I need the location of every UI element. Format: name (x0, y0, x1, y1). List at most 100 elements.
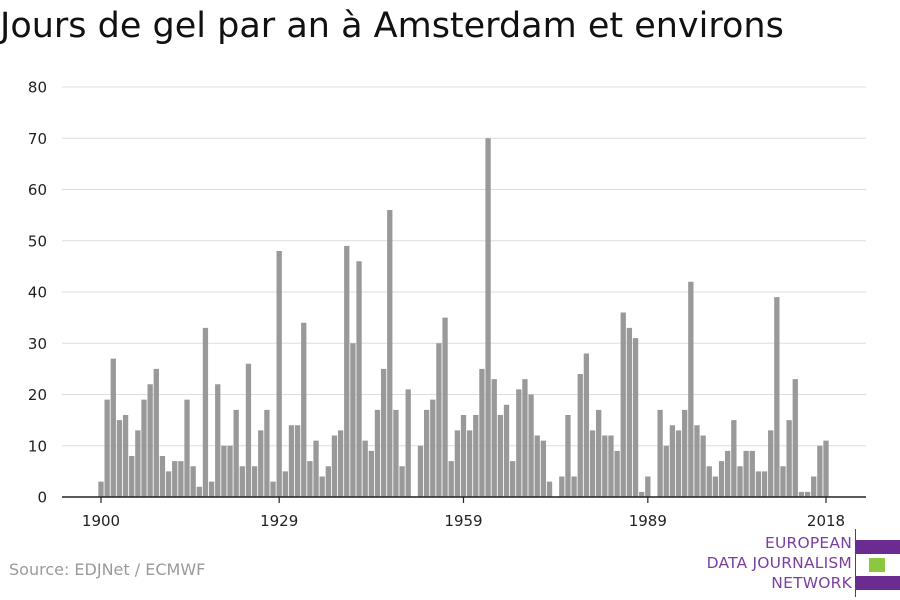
bar-1902 (110, 358, 116, 498)
bar-1903 (116, 420, 123, 498)
x-axis-tick-labels: 1900 1929 1959 1989 2018 (82, 512, 845, 530)
bar-1912 (172, 461, 178, 498)
y-tick-label: 70 (28, 130, 47, 148)
bar-1937 (325, 466, 331, 497)
bar-1975 (559, 476, 565, 497)
bar-1954 (430, 399, 436, 498)
bar-2000 (712, 476, 719, 497)
bar-1981 (596, 409, 602, 498)
y-tick-label: 40 (28, 284, 47, 302)
bar-1940 (344, 245, 350, 497)
bar-1952 (417, 445, 424, 497)
x-tick-label: 1900 (82, 512, 120, 530)
bar-1971 (534, 435, 540, 497)
bar-2017 (817, 445, 823, 497)
bar-1978 (577, 374, 583, 497)
bar-1972 (540, 440, 547, 498)
bar-1970 (528, 394, 534, 497)
y-tick-label: 10 (28, 437, 47, 455)
bar-1964 (491, 379, 497, 498)
x-tick-label: 1929 (260, 512, 298, 530)
bar-1914 (184, 399, 190, 498)
bar-1941 (350, 343, 356, 497)
bar-1908 (147, 384, 153, 497)
bar-2008 (761, 471, 768, 498)
bar-1913 (178, 461, 184, 498)
edjnet-logo[interactable]: EUROPEAN DATA JOURNALISM NETWORK (700, 529, 900, 597)
bar-1955 (436, 343, 442, 497)
bar-2010 (774, 297, 780, 498)
bar-1960 (466, 430, 473, 498)
bar-2002 (725, 450, 731, 498)
y-axis-tick-labels: 0 10 20 30 40 50 60 70 80 (28, 79, 47, 507)
bar-1996 (688, 281, 694, 497)
bar-1924 (245, 363, 252, 497)
bar-1926 (258, 430, 264, 498)
bar-1927 (264, 409, 270, 498)
bar-1961 (473, 415, 479, 497)
bar-1915 (190, 466, 196, 497)
gridlines (62, 86, 866, 447)
bar-2007 (755, 471, 762, 498)
logo-divider (855, 529, 856, 597)
bar-1906 (135, 430, 141, 498)
y-tick-label: 80 (28, 79, 47, 97)
bar-1963 (485, 138, 491, 497)
bar-2011 (780, 466, 786, 497)
bar-1956 (442, 317, 448, 498)
bar-1989 (645, 476, 651, 497)
bar-1995 (682, 409, 688, 498)
y-tick-label: 0 (37, 489, 47, 507)
bar-1969 (522, 379, 528, 498)
bar-1936 (319, 476, 325, 497)
bar-1919 (215, 384, 221, 497)
bar-1994 (675, 430, 682, 498)
bar-1946 (380, 368, 387, 498)
bar-1929 (276, 251, 282, 497)
bar-1905 (129, 456, 135, 497)
bar-1917 (202, 327, 209, 498)
y-tick-label: 50 (28, 232, 47, 250)
bar-2005 (743, 450, 749, 498)
bar-1948 (393, 409, 399, 498)
logo-text: EUROPEAN DATA JOURNALISM NETWORK (692, 533, 852, 593)
bar-1980 (589, 430, 596, 498)
bar-1928 (270, 481, 276, 498)
bar-1958 (454, 430, 461, 498)
bar-1977 (571, 476, 577, 497)
bar-1922 (233, 409, 239, 498)
x-axis (62, 496, 866, 503)
bar-1959 (460, 415, 467, 497)
bar-1992 (663, 445, 669, 497)
bar-1998 (700, 435, 706, 497)
bar-2018 (823, 440, 829, 498)
bar-1933 (301, 322, 307, 497)
bar-1976 (565, 415, 571, 497)
bar-1953 (423, 409, 430, 498)
bar-1911 (165, 471, 172, 498)
bar-1988 (639, 491, 645, 498)
bar-1985 (620, 312, 626, 497)
bar-1909 (153, 368, 159, 498)
bar-1984 (614, 450, 620, 498)
bar-1904 (122, 415, 129, 497)
bar-1939 (337, 430, 344, 498)
bar-1925 (251, 466, 258, 497)
bar-1979 (583, 353, 590, 497)
bar-1965 (497, 415, 504, 497)
bar-1932 (294, 425, 301, 497)
bars (98, 138, 829, 498)
bar-1938 (331, 435, 338, 497)
logo-line-2: DATA JOURNALISM (706, 554, 852, 572)
bar-1900 (98, 481, 104, 498)
x-tick-label: 1989 (629, 512, 667, 530)
y-tick-label: 60 (28, 181, 47, 199)
bar-2009 (768, 430, 774, 498)
logo-bar-purple-top (856, 540, 900, 554)
bar-1901 (104, 399, 110, 498)
bar-1921 (227, 445, 233, 497)
bar-1973 (546, 481, 553, 498)
logo-line-3: NETWORK (771, 574, 852, 592)
bar-2004 (737, 466, 743, 497)
bar-1923 (239, 466, 245, 497)
